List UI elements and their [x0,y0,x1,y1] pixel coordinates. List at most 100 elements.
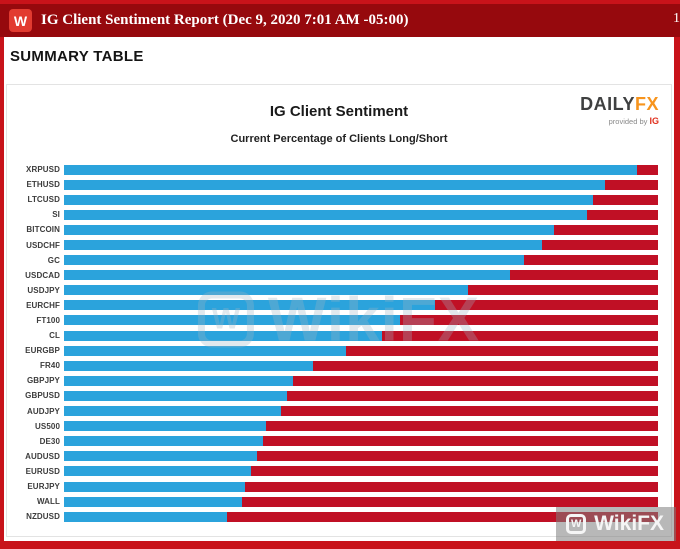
window-title: IG Client Sentiment Report (Dec 9, 2020 … [41,12,409,28]
chart-row: EURJPY [9,479,658,494]
short-bar [313,360,658,371]
bar-track [64,240,658,251]
long-bar [64,179,605,190]
chart-row: USDCAD [9,268,658,283]
chart-row: US500 [9,419,658,434]
category-label: GBPJPY [26,376,60,386]
short-bar [286,390,658,401]
short-bar [242,496,658,507]
bar-track [64,285,658,296]
long-bar [64,300,436,311]
category-label: SI [52,210,60,220]
chart-row: ETHUSD [9,177,658,192]
long-bar [64,345,347,356]
report-body: SUMMARY TABLE IG Client Sentiment Curren… [4,37,674,541]
short-bar [399,315,658,326]
short-bar [592,194,658,205]
dailyfx-wordmark-dark: DAILY [580,94,635,114]
bar-chart-rows: XRPUSD ETHUSD LTCUSD SI BITCOIN USDCHF GC USDCA… [9,162,658,524]
long-bar [64,360,314,371]
long-bar [64,436,263,447]
sentiment-chart: IG Client Sentiment Current Percentage o… [6,84,672,537]
category-label: ETHUSD [26,180,60,190]
long-bar [64,255,525,266]
bar-track [64,496,658,507]
bar-track [64,466,658,477]
long-bar [64,315,400,326]
long-bar [64,390,287,401]
category-label: LTCUSD [27,195,60,205]
category-label: USDCAD [25,270,60,280]
short-bar [381,330,658,341]
chart-row: EURGBP [9,343,658,358]
category-label: DE30 [39,436,60,446]
wikifx-corner-icon: W [566,514,587,534]
long-bar [64,406,281,417]
short-bar [467,285,658,296]
long-bar [64,285,468,296]
long-bar [64,511,228,522]
long-bar [64,496,243,507]
long-bar [64,330,382,341]
wikifx-corner-text: WikiFX [594,512,664,535]
provided-by-text: provided by [608,116,648,126]
page-number: 1 [673,11,680,26]
bar-track [64,436,658,447]
chart-row: WALL [9,494,658,509]
category-label: EURJPY [27,482,60,492]
chart-row: USDJPY [9,283,658,298]
chart-row: FR40 [9,358,658,373]
bar-track [64,255,658,266]
chart-row: EURCHF [9,298,658,313]
chart-row: SI [9,207,658,222]
short-bar [292,375,658,386]
short-bar [245,481,658,492]
short-bar [262,436,658,447]
short-bar [265,421,658,432]
long-bar [64,224,555,235]
dailyfx-wordmark-accent: FX [634,94,659,114]
chart-row: DE30 [9,434,658,449]
category-label: GBPUSD [25,391,60,401]
chart-row: GBPUSD [9,388,658,403]
bar-track [64,390,658,401]
category-label: AUDJPY [26,406,60,416]
bar-track [64,300,658,311]
category-label: XRPUSD [26,165,60,175]
short-bar [604,179,658,190]
short-bar [227,511,658,522]
category-label: USDCHF [26,240,60,250]
bar-track [64,360,658,371]
short-bar [280,406,658,417]
corner-watermark: W WikiFX [556,507,676,541]
chart-subtitle: Current Percentage of Clients Long/Short [230,133,448,145]
long-bar [64,164,638,175]
chart-row: CL [9,328,658,343]
bar-track [64,421,658,432]
title-bar: W IG Client Sentiment Report (Dec 9, 202… [0,4,680,37]
bar-track [64,315,658,326]
bar-track [64,375,658,386]
category-label: EURUSD [25,466,60,476]
bar-track [64,451,658,462]
category-label: CL [49,331,60,341]
long-bar [64,421,266,432]
short-bar [257,451,658,462]
bar-track [64,330,658,341]
chart-row: LTCUSD [9,192,658,207]
chart-row: EURUSD [9,464,658,479]
short-bar [435,300,658,311]
chart-row: BITCOIN [9,222,658,237]
chart-row: GC [9,253,658,268]
chart-title: IG Client Sentiment [269,103,409,120]
chart-row: NZDUSD [9,509,658,524]
chart-row: FT100 [9,313,658,328]
short-bar [251,466,658,477]
long-bar [64,209,587,220]
category-label: WALL [36,497,60,507]
section-title: SUMMARY TABLE [10,48,144,65]
bar-track [64,209,658,220]
bar-track [64,406,658,417]
bar-track [64,164,658,175]
